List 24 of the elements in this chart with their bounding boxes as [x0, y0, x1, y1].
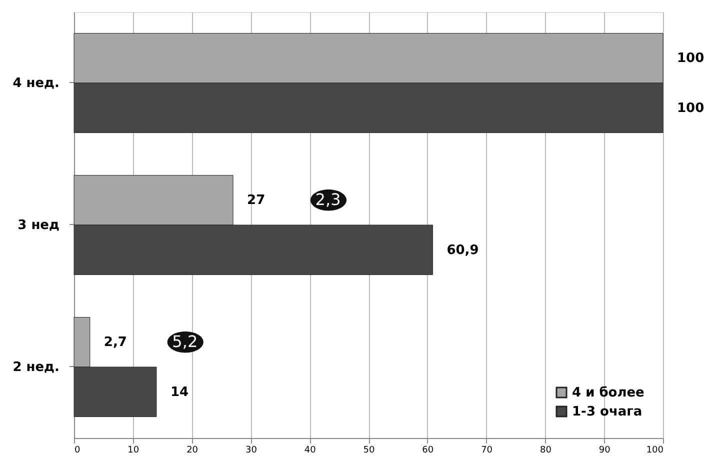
data-label: 14	[170, 384, 189, 400]
x-tick-label: 100	[646, 446, 664, 456]
legend-label: 1-3 очага	[572, 404, 642, 420]
x-tick-label: 10	[128, 446, 140, 456]
y-tick-label: 2 нед.	[12, 360, 60, 375]
x-tick-label: 40	[304, 446, 316, 456]
x-tick-label: 50	[363, 446, 375, 456]
y-tick-label: 4 нед.	[12, 76, 60, 91]
data-label: 2,7	[104, 335, 127, 350]
x-tick-label: 20	[186, 446, 198, 456]
x-tick-label: 90	[598, 446, 611, 456]
annotation: 5,2	[172, 332, 198, 352]
data-label: 27	[247, 193, 266, 208]
x-tick-label: 30	[245, 446, 258, 456]
x-tick-label: 60	[422, 446, 434, 456]
data-label: 60,9	[446, 242, 479, 258]
annotation: 2,3	[315, 190, 341, 210]
x-tick-label: 0	[74, 446, 80, 456]
x-tick-label: 70	[481, 446, 493, 456]
legend-label: 4 и более	[572, 386, 645, 400]
x-tick-label: 80	[540, 446, 552, 456]
data-label: 100	[677, 100, 704, 116]
data-label: 100	[677, 51, 704, 66]
y-tick-label: 3 нед	[18, 218, 60, 233]
